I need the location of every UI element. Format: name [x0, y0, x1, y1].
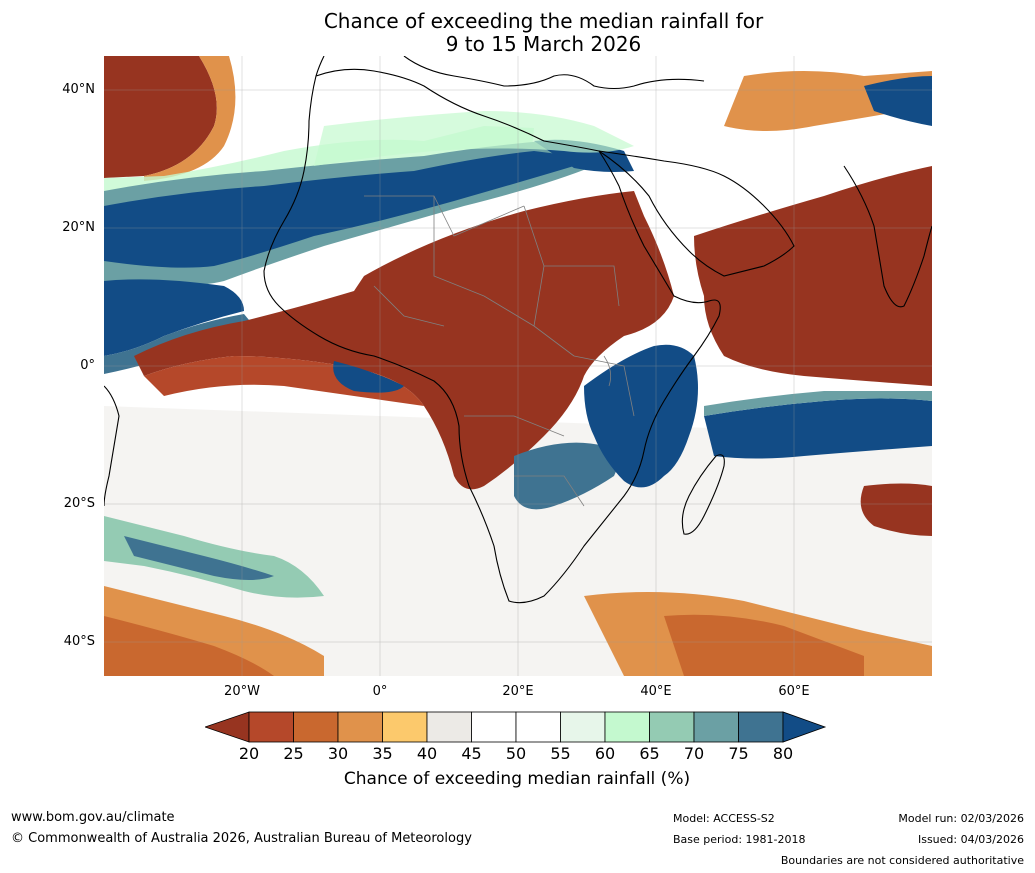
colorbar-cell — [649, 711, 695, 743]
colorbar-tick-label: 20 — [238, 744, 260, 763]
issued-date: Issued: 04/03/2026 — [917, 833, 1024, 846]
colorbar-cell — [471, 711, 517, 743]
copyright-text: © Commonwealth of Australia 2026, Austra… — [11, 831, 472, 846]
coastlines — [104, 56, 932, 604]
arabia-coast — [598, 150, 795, 277]
field-indian-ocean-wet — [704, 398, 932, 459]
colorbar-tick-label: 40 — [416, 744, 438, 763]
lon-tick-label: 60°E — [778, 684, 810, 699]
website-link[interactable]: www.bom.gov.au/climate — [11, 810, 175, 825]
colorbar-cell — [426, 711, 472, 743]
colorbar-cell — [337, 711, 383, 743]
lat-tick-label: 40°S — [63, 634, 95, 649]
model-name: Model: ACCESS-S2 — [673, 812, 775, 825]
colorbar-cell — [560, 711, 606, 743]
lon-tick-label: 20°W — [224, 684, 260, 699]
colorbar-tick-label: 75 — [728, 744, 749, 763]
lat-tick-label: 40°N — [62, 82, 95, 97]
colorbar-cell — [738, 711, 784, 743]
colorbar-tick-label: 25 — [283, 744, 304, 763]
field-central-africa-dry — [134, 191, 674, 490]
title-line-2: 9 to 15 March 2026 — [445, 32, 642, 56]
lon-tick-label: 20°E — [502, 684, 534, 699]
colorbar-tick-label: 45 — [461, 744, 482, 763]
field-east-africa-wet — [584, 344, 698, 488]
india-coast — [843, 165, 932, 308]
colorbar-extend-high — [782, 711, 827, 743]
boundaries-disclaimer: Boundaries are not considered authoritat… — [780, 854, 1024, 867]
colorbar-tick-label: 65 — [639, 744, 660, 763]
model-run-date: Model run: 02/03/2026 — [898, 812, 1024, 825]
colorbar-cell — [248, 711, 294, 743]
colorbar-tick-label: 50 — [505, 744, 527, 763]
south-america-coast — [104, 385, 120, 507]
colorbar-tick-label: 60 — [594, 744, 616, 763]
africa-coast — [263, 68, 721, 604]
colorbar-tick-label: 55 — [550, 744, 571, 763]
colorbar-cell — [382, 711, 428, 743]
lat-tick-label: 20°N — [62, 220, 95, 235]
madagascar-coast — [681, 454, 725, 535]
colorbar-tick-label: 80 — [772, 744, 794, 763]
europe-coast — [315, 56, 705, 90]
title-line-1: Chance of exceeding the median rainfall … — [323, 9, 764, 33]
colorbar — [205, 711, 827, 743]
colorbar-tick-label: 35 — [372, 744, 393, 763]
country-borders — [364, 195, 635, 507]
lon-tick-label: 0° — [372, 684, 388, 699]
colorbar-cell — [693, 711, 739, 743]
rainfall-probability-map — [104, 56, 932, 676]
colorbar-tick-label: 30 — [327, 744, 349, 763]
lat-tick-label: 0° — [80, 358, 95, 373]
colorbar-cell — [515, 711, 561, 743]
colorbar-cell — [293, 711, 339, 743]
colorbar-label: Chance of exceeding median rainfall (%) — [343, 769, 691, 789]
field-nw-dry — [104, 56, 217, 178]
lon-tick-label: 40°E — [640, 684, 672, 699]
colorbar-cell — [604, 711, 650, 743]
chart-title: Chance of exceeding the median rainfall … — [0, 10, 1035, 56]
lat-tick-label: 20°S — [63, 496, 95, 511]
colorbar-extend-low — [205, 711, 250, 743]
base-period: Base period: 1981-2018 — [673, 833, 806, 846]
colorbar-tick-label: 70 — [683, 744, 705, 763]
